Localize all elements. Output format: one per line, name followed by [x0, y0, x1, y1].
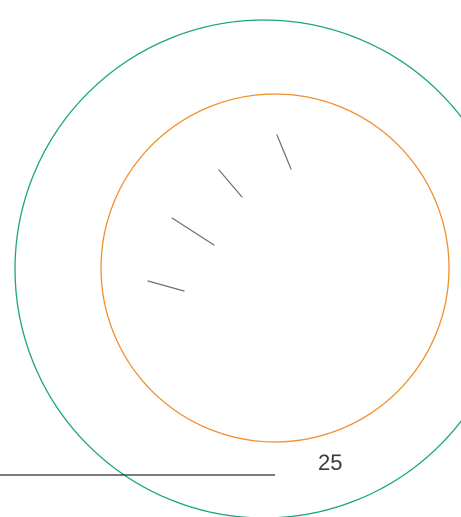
- page-number: 25: [318, 450, 343, 475]
- tick-mark-1: [276, 134, 292, 170]
- inner-circle: [100, 93, 450, 443]
- tick-mark-3: [171, 217, 215, 246]
- tick-mark-2: [218, 169, 243, 198]
- tick-marks: [147, 134, 292, 292]
- tick-mark-4: [147, 280, 185, 292]
- outer-circle: [14, 19, 461, 517]
